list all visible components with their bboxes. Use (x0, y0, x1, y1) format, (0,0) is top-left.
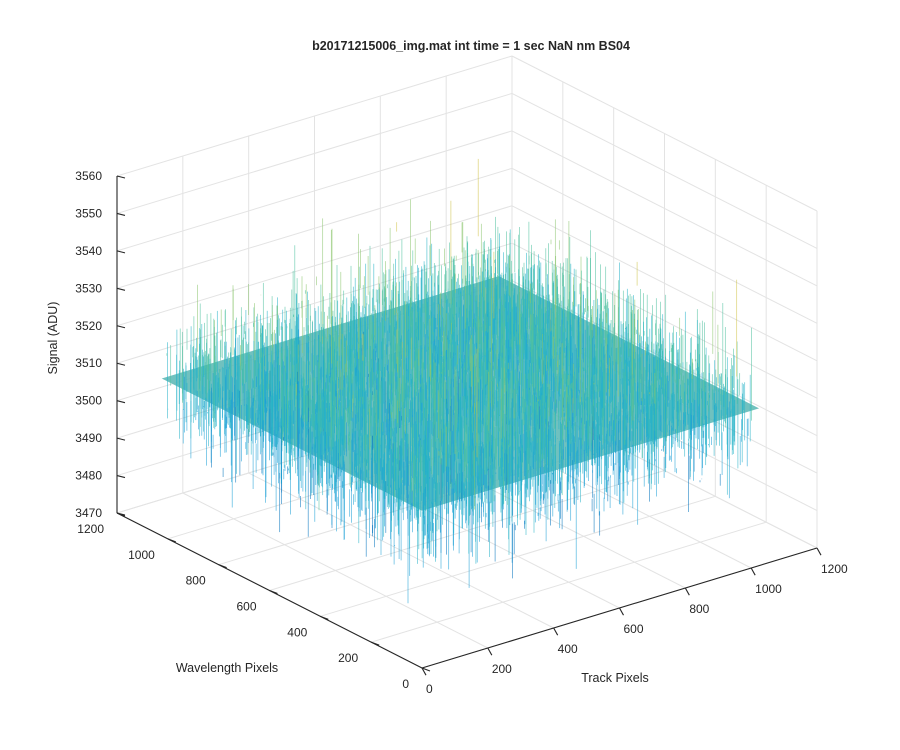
chart-title: b20171215006_img.mat int time = 1 sec Na… (312, 39, 630, 53)
grid-line (511, 205, 818, 362)
grid-line (511, 92, 818, 249)
grid-line (511, 280, 818, 437)
grid-line (116, 55, 513, 177)
grid-line (116, 242, 513, 364)
signal-surface (161, 158, 760, 604)
grid-line (116, 130, 513, 252)
grid-line (511, 242, 818, 399)
grid-line (269, 470, 665, 591)
grid-line (116, 167, 513, 289)
grid-line (320, 495, 716, 617)
grid-line (511, 130, 818, 287)
grid-line (511, 55, 818, 212)
grid-line (371, 521, 767, 643)
grid-line (511, 167, 818, 324)
grid-line (116, 205, 513, 327)
grid-line (116, 92, 513, 214)
